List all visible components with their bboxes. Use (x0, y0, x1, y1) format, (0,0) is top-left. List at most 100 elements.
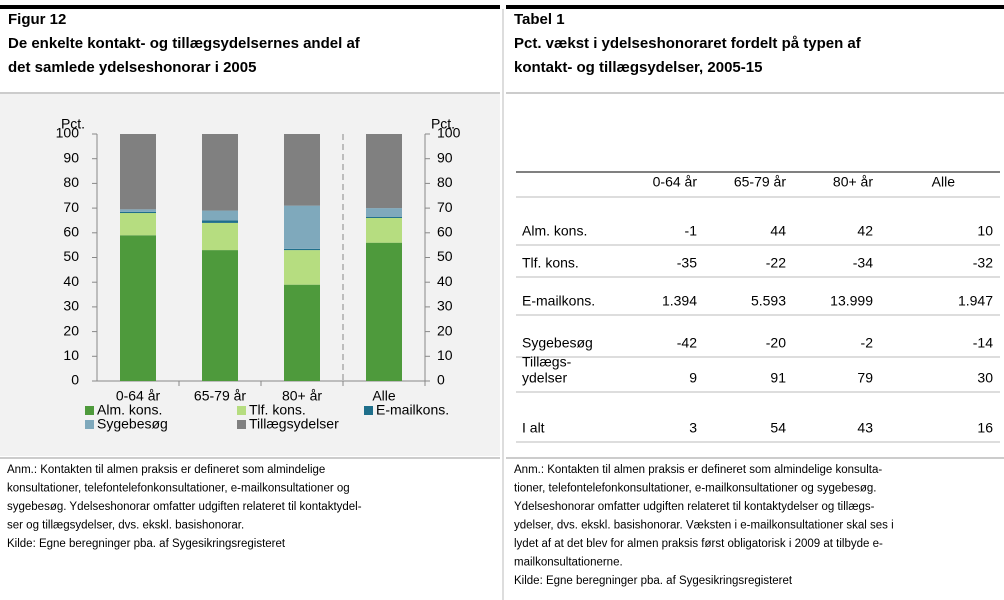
legend-swatch (85, 406, 94, 415)
bar-segment (366, 217, 402, 243)
cell: -34 (853, 255, 873, 271)
bar-segment (202, 250, 238, 381)
y-axis-label: Pct. (61, 116, 85, 132)
row-label: Tillægs- (522, 354, 572, 370)
row-label: Tlf. kons. (522, 255, 579, 271)
bar-segment (284, 134, 320, 206)
y-tick-label: 0 (71, 372, 79, 388)
y-tick-label: 90 (63, 149, 79, 165)
y2-tick-label: 30 (437, 298, 453, 314)
y-tick-label: 40 (63, 273, 79, 289)
cell: 44 (770, 223, 786, 239)
x-tick-label: 80+ år (282, 388, 322, 404)
figure-label: Figur 12 (8, 11, 66, 28)
bar-segment (284, 284, 320, 381)
table-label: Tabel 1 (514, 11, 565, 28)
row-label: Alm. kons. (522, 223, 587, 239)
legend-label: E-mailkons. (376, 402, 449, 418)
column-header: 0-64 år (653, 174, 698, 190)
y2-tick-label: 10 (437, 347, 453, 363)
y2-tick-label: 40 (437, 273, 453, 289)
note: Kilde: Egne beregninger pba. af Sygesikr… (7, 538, 286, 550)
x-tick-label: 65-79 år (194, 388, 246, 404)
bar-segment (366, 208, 402, 217)
note: ydelser, dvs. ekskl. basishonorar. Vækst… (514, 520, 894, 532)
legend-label: Sygebesøg (97, 416, 168, 432)
bar-segment (366, 242, 402, 381)
x-tick-label: Alle (372, 388, 396, 404)
y2-tick-label: 80 (437, 174, 453, 190)
legend-swatch (237, 420, 246, 429)
bar-segment (284, 248, 320, 251)
note: ser og tillægsydelser, dvs. ekskl. basis… (7, 520, 244, 532)
chart-background (0, 94, 500, 456)
bar-segment (120, 209, 156, 212)
top-rule (506, 5, 1004, 9)
cell: -14 (973, 335, 993, 351)
table-title: kontakt- og tillægsydelser, 2005-15 (514, 59, 762, 76)
y2-tick-label: 100 (437, 125, 461, 141)
bar-segment (202, 134, 238, 211)
cell: 1.947 (958, 293, 993, 309)
cell: 16 (977, 420, 993, 436)
cell: -20 (766, 335, 786, 351)
y2-tick-label: 0 (437, 372, 445, 388)
cell: 10 (977, 223, 993, 239)
bar-segment (120, 211, 156, 214)
bar-segment (202, 222, 238, 251)
cell: -35 (677, 255, 697, 271)
cell: -22 (766, 255, 786, 271)
bar-segment (284, 205, 320, 249)
note: konsultationer, telefontelefonkonsultati… (7, 483, 350, 495)
legend-label: Tlf. kons. (249, 402, 306, 418)
cell: 3 (689, 420, 697, 436)
y-tick-label: 20 (63, 322, 79, 338)
cell: -32 (973, 255, 993, 271)
cell: -42 (677, 335, 697, 351)
cell: -1 (685, 223, 698, 239)
note: Kilde: Egne beregninger pba. af Sygesikr… (514, 575, 793, 587)
cell: -2 (861, 335, 874, 351)
bar-segment (120, 213, 156, 236)
y2-tick-label: 20 (437, 322, 453, 338)
bar-segment (202, 220, 238, 223)
note: Ydelseshonorar omfatter udgiften relater… (514, 501, 875, 513)
y-tick-label: 30 (63, 298, 79, 314)
cell: 54 (770, 420, 786, 436)
note: Anm.: Kontakten til almen praksis er def… (7, 464, 325, 476)
cell: 13.999 (830, 293, 873, 309)
note: mailkonsultationerne. (514, 557, 623, 569)
cell: 30 (977, 370, 993, 386)
row-label: Sygebesøg (522, 335, 593, 351)
table-title: Pct. vækst i ydelseshonoraret fordelt på… (514, 35, 862, 52)
figure-title: det samlede ydelseshonorar i 2005 (8, 59, 256, 76)
x-tick-label: 0-64 år (116, 388, 161, 404)
legend-swatch (237, 406, 246, 415)
row-label: E-mailkons. (522, 293, 595, 309)
figure-title: De enkelte kontakt- og tillægsydelsernes… (8, 35, 361, 52)
y-tick-label: 10 (63, 347, 79, 363)
bar-segment (120, 235, 156, 381)
y2-axis-label: Pct. (431, 116, 455, 132)
y2-tick-label: 60 (437, 224, 453, 240)
note: Anm.: Kontakten til almen praksis er def… (514, 464, 882, 476)
y-tick-label: 70 (63, 199, 79, 215)
bar-segment (202, 210, 238, 221)
y-tick-label: 50 (63, 248, 79, 264)
column-header: Alle (932, 174, 956, 190)
bar-segment (366, 216, 402, 218)
y-tick-label: 100 (56, 125, 80, 141)
note: sygebesøg. Ydelseshonorar omfatter udgif… (7, 501, 362, 513)
y-tick-label: 60 (63, 224, 79, 240)
legend-swatch (85, 420, 94, 429)
bar-segment (366, 134, 402, 209)
cell: 5.593 (751, 293, 786, 309)
y2-tick-label: 50 (437, 248, 453, 264)
note: lydet af at det blev for almen praksis f… (514, 538, 883, 550)
cell: 1.394 (662, 293, 697, 309)
top-rule (0, 5, 500, 9)
row-label: I alt (522, 420, 545, 436)
legend-label: Alm. kons. (97, 402, 162, 418)
cell: 9 (689, 370, 697, 386)
